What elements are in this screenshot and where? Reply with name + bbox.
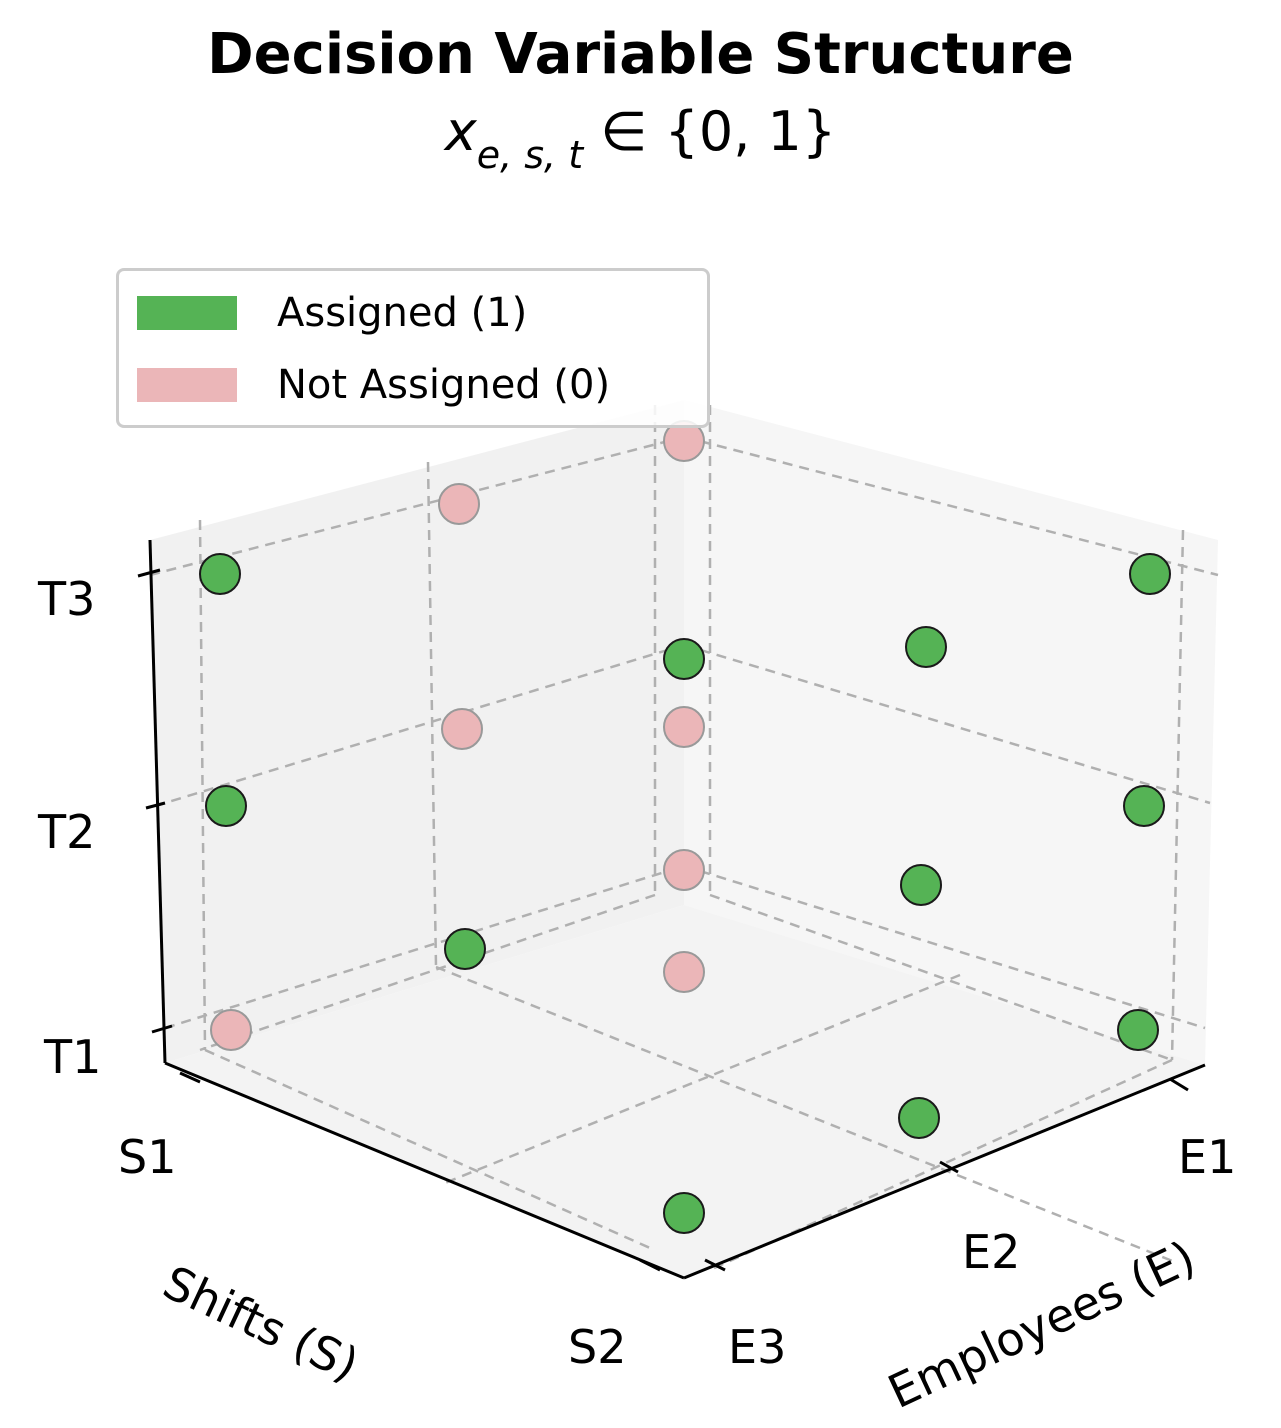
assigned-point	[905, 626, 947, 668]
not-assigned-swatch	[137, 368, 237, 402]
tick-t1: T1	[44, 1030, 102, 1084]
assigned-point	[663, 1192, 705, 1234]
legend-item-not-assigned: Not Assigned (0)	[137, 362, 611, 408]
floor-pane	[165, 905, 1205, 1278]
assigned-point	[444, 928, 486, 970]
legend-item-assigned: Assigned (1)	[137, 290, 528, 336]
chart-subtitle: xe, s, t ∈ {0, 1}	[444, 100, 837, 177]
tick-s1: S1	[118, 1130, 177, 1184]
tick-e2: E2	[962, 1225, 1021, 1279]
axes-lines	[137, 539, 1206, 1280]
assigned-point	[900, 864, 942, 906]
not-assigned-point	[441, 708, 483, 750]
not-assigned-point	[663, 706, 705, 748]
assigned-point	[1123, 785, 1165, 827]
not-assigned-point	[663, 849, 705, 891]
not-assigned-point	[210, 1009, 252, 1051]
legend-label: Not Assigned (0)	[277, 362, 611, 408]
assigned-point	[898, 1097, 940, 1139]
not-assigned-point	[663, 951, 705, 993]
tick-s2: S2	[568, 1320, 627, 1374]
tick-e1: E1	[1178, 1130, 1237, 1184]
assigned-point	[663, 638, 705, 680]
back-right-pane	[684, 400, 1218, 1065]
chart-title: Decision Variable Structure	[207, 22, 1074, 87]
back-left-pane	[150, 400, 684, 1063]
tick-e3: E3	[728, 1320, 787, 1374]
legend: Assigned (1) Not Assigned (0)	[116, 268, 710, 428]
assigned-point	[1117, 1009, 1159, 1051]
data-points	[199, 420, 1171, 1234]
assigned-point	[205, 785, 247, 827]
legend-label: Assigned (1)	[277, 290, 528, 336]
assigned-point	[1129, 553, 1171, 595]
tick-t3: T3	[38, 572, 96, 626]
tick-t2: T2	[38, 805, 96, 859]
not-assigned-point	[438, 483, 480, 525]
gridlines	[149, 405, 1219, 1272]
assigned-swatch	[137, 296, 237, 330]
assigned-point	[199, 553, 241, 595]
